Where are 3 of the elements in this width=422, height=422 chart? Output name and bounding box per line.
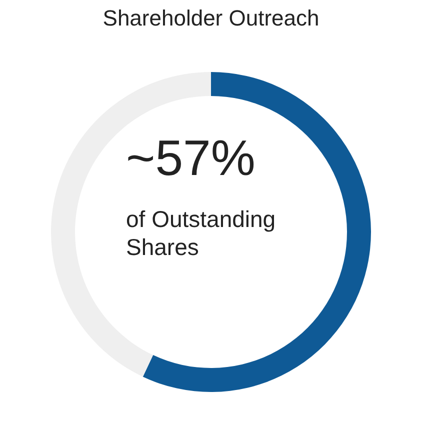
text: ~57% [126,130,256,186]
chart-title: Shareholder Outreach [102,6,320,30]
text: of Outstanding Shares [126,206,282,260]
